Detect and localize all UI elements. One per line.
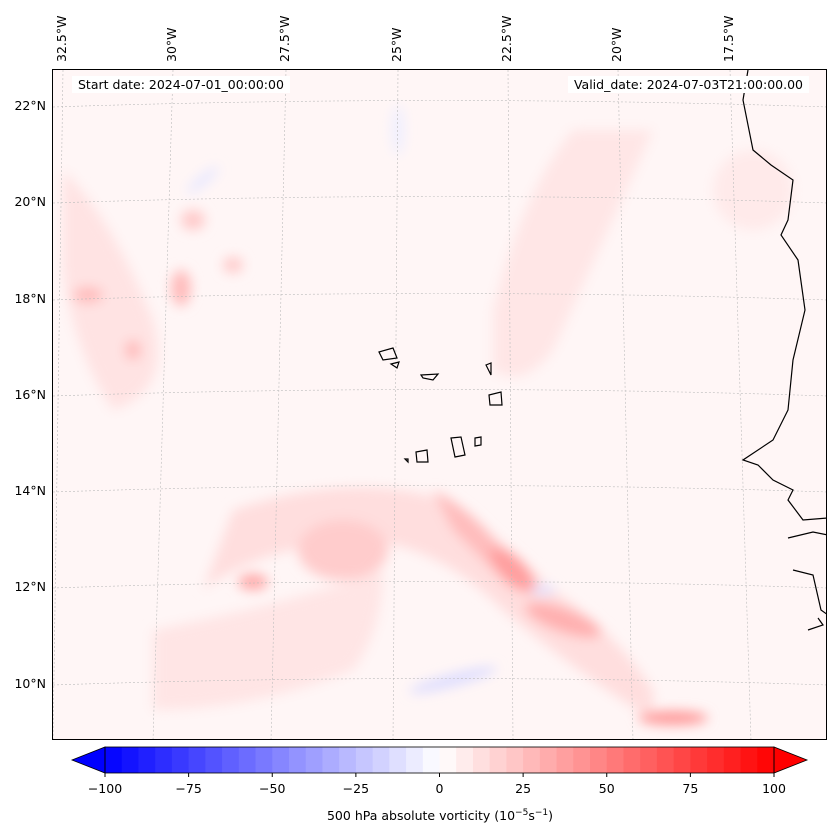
lon-label: 17.5°W xyxy=(721,15,736,62)
colorbar-segment xyxy=(640,747,658,773)
valid-date-label: Valid_date: 2024-07-03T21:00:00.00 xyxy=(567,76,809,93)
colorbar-segment xyxy=(288,747,307,773)
colorbar xyxy=(70,746,809,777)
colorbar-segment xyxy=(372,747,390,773)
vorticity-map xyxy=(52,69,827,740)
lat-label: 18°N xyxy=(14,291,46,306)
colorbar-tick-label: −50 xyxy=(259,781,286,796)
colorbar-segment xyxy=(238,747,257,773)
coastline xyxy=(378,70,826,631)
colorbar-segment xyxy=(305,747,323,773)
colorbar-segment xyxy=(489,747,507,773)
colorbar-tick-label: 50 xyxy=(598,781,615,796)
label-exp: −1 xyxy=(534,808,549,818)
colorbar-tick-label: −25 xyxy=(342,781,370,796)
colorbar-label: 500 hPa absolute vorticity (10−5s−1) xyxy=(0,808,837,823)
label-exp: −5 xyxy=(515,808,529,818)
colorbar-segment xyxy=(138,747,156,773)
colorbar-segment xyxy=(590,747,608,773)
colorbar-extend-low xyxy=(70,746,106,774)
vorticity-field xyxy=(63,105,793,725)
lon-label: 27.5°W xyxy=(277,15,292,62)
colorbar-segment xyxy=(623,747,641,773)
graticule xyxy=(53,70,826,739)
label-prefix: 500 hPa absolute vorticity (10 xyxy=(326,808,516,824)
lat-label: 14°N xyxy=(14,483,46,498)
lat-label: 20°N xyxy=(14,194,46,209)
label-unit: s xyxy=(528,808,535,824)
colorbar-segment xyxy=(272,747,290,773)
colorbar-tick-label: 0 xyxy=(435,781,444,796)
colorbar-tick-label: 75 xyxy=(682,781,699,796)
colorbar-segment xyxy=(690,747,708,773)
colorbar-segment xyxy=(740,747,758,773)
lat-label: 10°N xyxy=(14,676,46,691)
colorbar-segment xyxy=(188,747,206,773)
lon-label: 30°W xyxy=(164,27,179,62)
colorbar-segment xyxy=(723,747,742,773)
label-suffix: ) xyxy=(548,808,553,824)
colorbar-tick-label: 25 xyxy=(515,781,532,796)
colorbar-segment xyxy=(707,747,725,773)
map-canvas xyxy=(53,70,826,739)
lon-label: 25°W xyxy=(389,27,404,62)
colorbar-segment xyxy=(539,747,558,773)
colorbar-segment xyxy=(155,747,173,773)
colorbar-tick-label: 100 xyxy=(762,781,786,796)
colorbar-tick-label: −100 xyxy=(87,781,123,796)
colorbar-tick-label: −75 xyxy=(175,781,202,796)
colorbar-segment xyxy=(506,747,524,773)
lat-label: 12°N xyxy=(14,579,46,594)
colorbar-segment xyxy=(439,747,457,773)
colorbar-segment xyxy=(573,747,591,773)
colorbar-segment xyxy=(556,747,574,773)
colorbar-segment xyxy=(456,747,474,773)
lon-label: 32.5°W xyxy=(54,15,69,62)
colorbar-segment xyxy=(523,747,541,773)
colorbar-segment xyxy=(171,747,190,773)
colorbar-segment xyxy=(406,747,424,773)
colorbar-segment xyxy=(757,747,775,773)
colorbar-segment xyxy=(606,747,624,773)
colorbar-segment xyxy=(322,747,340,773)
lon-label: 22.5°W xyxy=(499,15,514,62)
colorbar-segment xyxy=(121,747,139,773)
colorbar-segment xyxy=(422,747,440,773)
colorbar-segment xyxy=(472,747,491,773)
colorbar-segment xyxy=(339,747,357,773)
lon-label: 20°W xyxy=(609,27,624,62)
colorbar-segment xyxy=(255,747,273,773)
colorbar-segment xyxy=(222,747,240,773)
colorbar-segment xyxy=(355,747,374,773)
lat-label: 22°N xyxy=(14,98,46,113)
colorbar-segment xyxy=(656,747,675,773)
colorbar-segment xyxy=(389,747,407,773)
colorbar-segment xyxy=(205,747,223,773)
colorbar-segment xyxy=(105,747,123,773)
colorbar-segment xyxy=(673,747,691,773)
start-date-label: Start date: 2024-07-01_00:00:00 xyxy=(72,76,290,93)
lat-label: 16°N xyxy=(14,387,46,402)
colorbar-extend-high xyxy=(773,746,809,774)
